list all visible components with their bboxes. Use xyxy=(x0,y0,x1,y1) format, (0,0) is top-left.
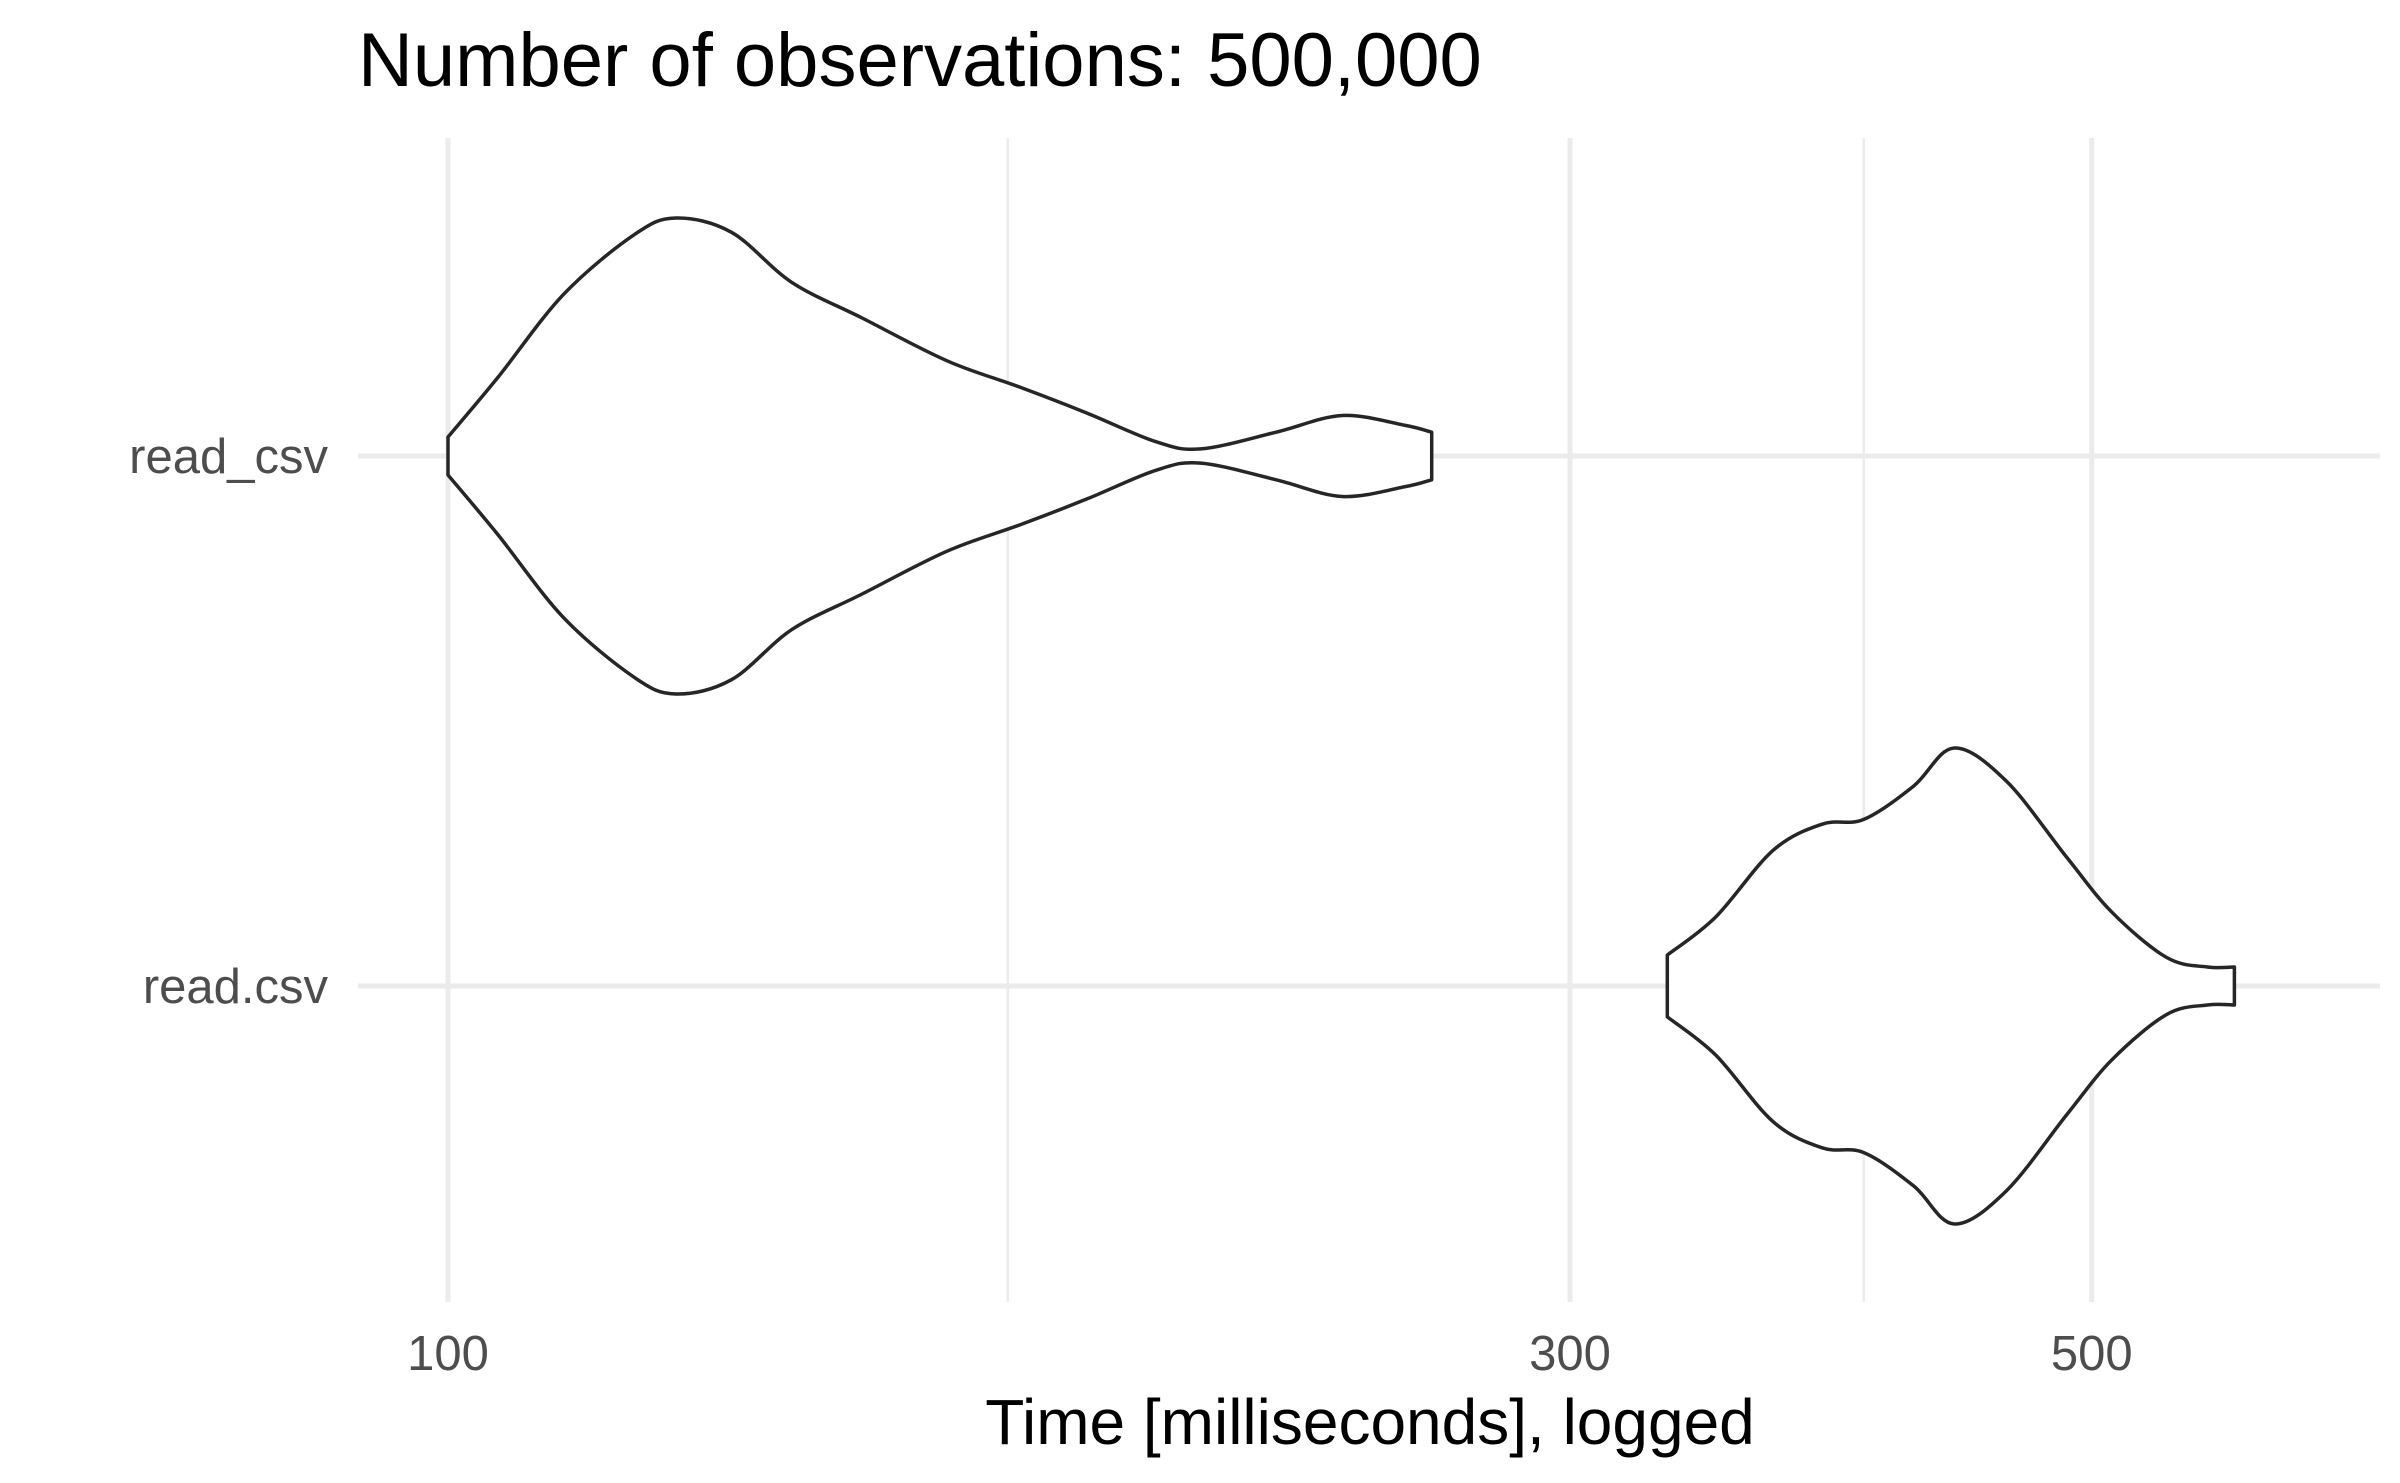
x-tick-label: 500 xyxy=(2051,1327,2133,1381)
x-axis-title: Time [milliseconds], logged xyxy=(985,1386,1755,1458)
x-tick-label: 100 xyxy=(407,1327,489,1381)
axis-labels: 100 300 500 read_csv read.csv xyxy=(129,430,2132,1381)
chart-title: Number of observations: 500,000 xyxy=(358,18,1482,103)
violins xyxy=(446,216,2237,1226)
y-tick-label: read_csv xyxy=(129,430,328,484)
y-tick-label: read.csv xyxy=(143,960,329,1014)
violin-read-csv xyxy=(446,216,1434,696)
x-tick-label: 300 xyxy=(1529,1327,1611,1381)
violin-read-csv xyxy=(1665,746,2237,1226)
